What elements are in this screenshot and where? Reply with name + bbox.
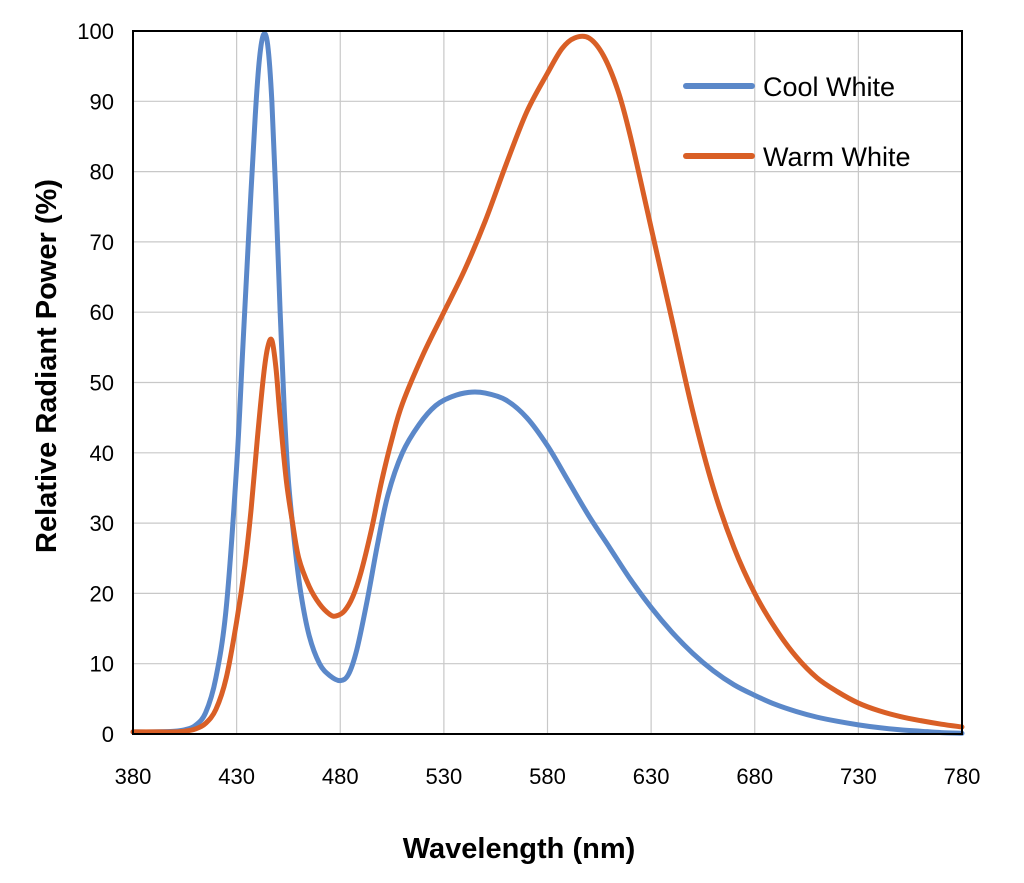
x-tick-label-6: 680 [736,764,773,789]
y-tick-label-9: 90 [90,89,114,114]
y-tick-label-4: 40 [90,441,114,466]
y-tick-label-0: 0 [102,722,114,747]
series-lines [130,31,965,736]
y-tick-label-5: 50 [90,371,114,396]
legend-label-cool-white: Cool White [763,72,895,102]
legend-item-warm-white: Warm White [683,142,911,172]
x-tick-label-4: 580 [529,764,566,789]
x-axis-title: Wavelength (nm) [403,833,636,865]
plot-frame [132,30,963,735]
y-tick-label-10: 100 [77,19,114,44]
x-tick-label-7: 730 [840,764,877,789]
x-tick-labels: 380 430 480 530 580 630 680 730 780 [115,764,981,789]
x-tick-label-3: 530 [426,764,463,789]
legend-label-warm-white: Warm White [763,142,911,172]
x-tick-label-1: 430 [218,764,255,789]
y-tick-label-8: 80 [90,160,114,185]
x-tick-label-8: 780 [944,764,981,789]
x-tick-label-2: 480 [322,764,359,789]
y-tick-label-7: 70 [90,230,114,255]
y-tick-label-2: 20 [90,581,114,606]
legend: Cool White Warm White [683,72,911,172]
grid-lines [132,30,963,735]
y-tick-label-3: 30 [90,511,114,536]
legend-item-cool-white: Cool White [683,72,895,102]
y-tick-label-6: 60 [90,300,114,325]
series-line-cool-white [130,31,965,736]
y-tick-labels: 0 10 20 30 40 50 60 70 80 90 100 [77,19,114,747]
y-axis-title: Relative Radiant Power (%) [31,179,63,553]
series-line-warm-white [130,33,965,735]
y-tick-label-1: 10 [90,652,114,677]
x-tick-label-0: 380 [115,764,152,789]
x-tick-label-5: 630 [633,764,670,789]
